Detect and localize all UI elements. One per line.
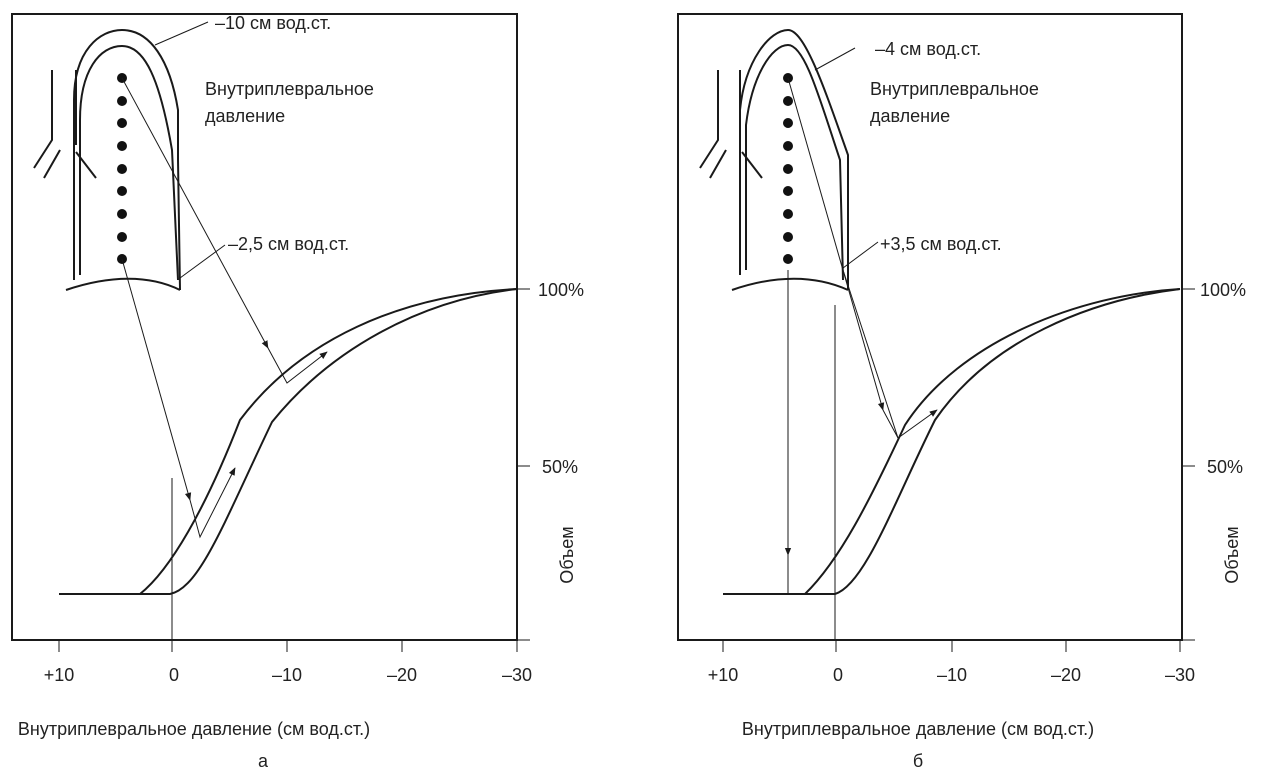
x-tick-label: –20: [387, 665, 417, 685]
lung-inner: [746, 45, 843, 280]
leader: [180, 245, 225, 278]
curve-expiration: [140, 289, 517, 594]
y-tick-label: 50%: [1207, 457, 1243, 477]
y-tick-label: 100%: [1200, 280, 1246, 300]
figure: –10 см вод.ст. Внутриплевральное давлени…: [0, 0, 1264, 771]
x-tick-label: –30: [1165, 665, 1195, 685]
dots: [783, 73, 793, 264]
leader: [815, 48, 855, 70]
y-axis-title: Объем: [557, 526, 577, 583]
lung-inner: [80, 46, 178, 280]
page: –10 см вод.ст. Внутриплевральное давлени…: [0, 0, 1264, 771]
y-tick-label: 100%: [538, 280, 584, 300]
arrow: [190, 468, 235, 537]
lung-outer: [740, 30, 848, 290]
annotation: –4 см вод.ст.: [875, 39, 981, 59]
ticks: [59, 289, 530, 652]
x-tick-label: –10: [272, 665, 302, 685]
dots: [117, 73, 127, 264]
x-tick-label: 0: [169, 665, 179, 685]
x-axis-title: Внутриплевральное давление (см вод.ст.): [742, 719, 1094, 739]
x-tick-label: –10: [937, 665, 967, 685]
x-axis-title: Внутриплевральное давление (см вод.ст.): [18, 719, 370, 739]
x-tick-label: +10: [44, 665, 75, 685]
leader: [155, 22, 208, 45]
curve-inspiration: [723, 289, 1180, 594]
x-tick-label: –20: [1051, 665, 1081, 685]
bronchi: [700, 70, 762, 178]
panel-label: а: [258, 751, 269, 771]
arrow: [268, 348, 327, 383]
diaphragm: [732, 279, 848, 290]
annotation: Внутриплевральное: [870, 79, 1039, 99]
ticks: [723, 289, 1195, 652]
panel-b: –4 см вод.ст. Внутриплевральное давление…: [678, 14, 1246, 771]
x-tick-label: –30: [502, 665, 532, 685]
annotation: –10 см вод.ст.: [215, 13, 331, 33]
line: [843, 270, 898, 438]
panel-a: –10 см вод.ст. Внутриплевральное давлени…: [12, 13, 584, 771]
y-tick-label: 50%: [542, 457, 578, 477]
panel-label: б: [913, 751, 923, 771]
annotation: Внутриплевральное: [205, 79, 374, 99]
annotation: давление: [205, 106, 285, 126]
bronchi: [34, 70, 96, 178]
annotation: давление: [870, 106, 950, 126]
annotation: +3,5 см вод.ст.: [880, 234, 1002, 254]
arrow: [122, 259, 190, 500]
y-axis-title: Объем: [1222, 526, 1242, 583]
annotation: –2,5 см вод.ст.: [228, 234, 349, 254]
diaphragm: [66, 279, 180, 290]
curve-inspiration: [59, 289, 517, 594]
x-tick-label: 0: [833, 665, 843, 685]
x-tick-label: +10: [708, 665, 739, 685]
